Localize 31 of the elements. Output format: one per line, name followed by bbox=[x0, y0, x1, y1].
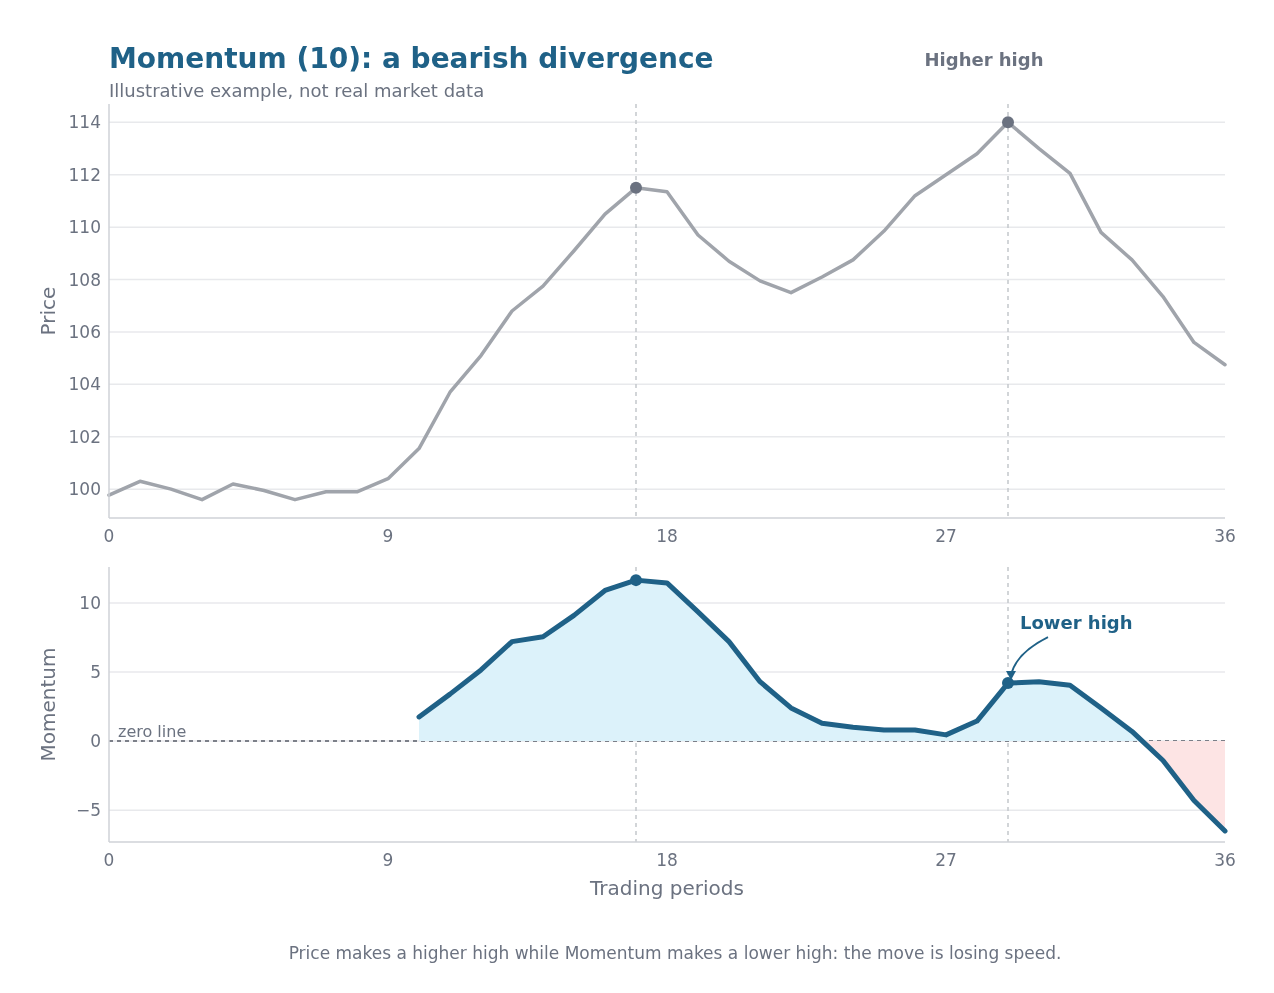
text: Higher high bbox=[924, 49, 1044, 70]
x-tick-label: 36 bbox=[1214, 526, 1236, 546]
y-tick-label: 10 bbox=[79, 592, 101, 613]
y-tick-label: 114 bbox=[68, 112, 101, 133]
ref-line-label: zero line bbox=[118, 722, 187, 742]
x-tick-label: 27 bbox=[935, 526, 957, 546]
x-tick-label: 9 bbox=[382, 850, 394, 870]
x-axis-title: Trading periods bbox=[589, 876, 744, 900]
x-tick-label: 18 bbox=[656, 850, 678, 870]
y-tick-label: 104 bbox=[68, 374, 101, 395]
y-axis-title: Price bbox=[36, 286, 60, 336]
y-tick-label: 110 bbox=[68, 217, 101, 238]
y-tick-label: 106 bbox=[68, 321, 101, 342]
y-tick-label: 100 bbox=[68, 479, 101, 500]
y-tick-label: 102 bbox=[68, 426, 101, 447]
x-tick-label: 9 bbox=[382, 526, 394, 546]
x-tick-label: 27 bbox=[935, 850, 957, 870]
y-tick-label: 5 bbox=[90, 662, 101, 683]
annotation: Lower high bbox=[1020, 612, 1133, 634]
y-axis-title: Momentum bbox=[36, 647, 60, 762]
x-tick-label: 0 bbox=[103, 850, 115, 870]
y-tick-label: 0 bbox=[90, 731, 101, 752]
y-tick-label: 108 bbox=[68, 269, 101, 290]
y-tick-label: −5 bbox=[75, 800, 101, 821]
text: Price makes a higher high while Momentum makes a lower high: the move is losing speed. bbox=[288, 943, 1062, 963]
chart-subtitle: Illustrative example, not real market data bbox=[109, 80, 485, 101]
x-tick-label: 36 bbox=[1214, 850, 1236, 870]
x-tick-label: 0 bbox=[103, 526, 115, 546]
chart-title: Momentum (10): a bearish divergence bbox=[109, 42, 714, 75]
y-tick-label: 112 bbox=[68, 164, 101, 185]
x-tick-label: 18 bbox=[656, 526, 678, 546]
